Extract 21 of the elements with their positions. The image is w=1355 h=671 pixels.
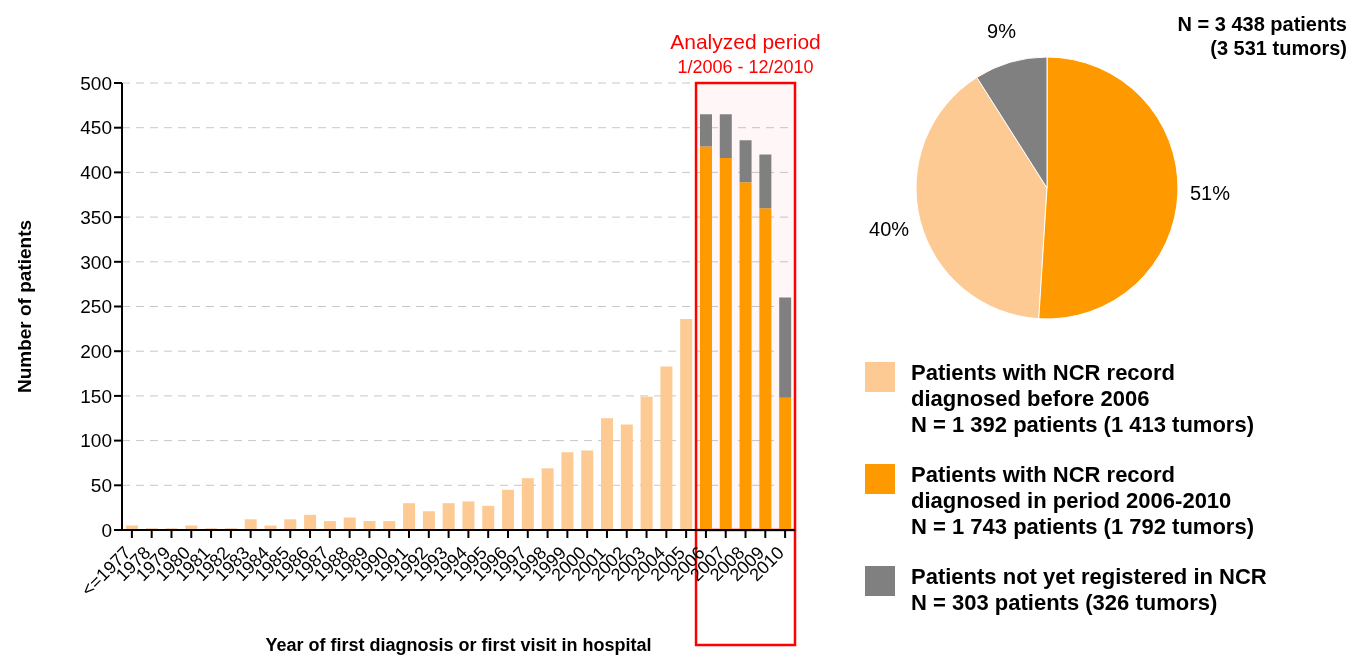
y-tick-label: 200	[80, 340, 112, 362]
legend-label: Patients with NCR record diagnosed before 2006 N = 1 392 patients (1 413 tumors)	[911, 360, 1254, 438]
y-tick-label: 50	[90, 475, 112, 497]
y-tick-label: 450	[80, 117, 112, 139]
y-tick-label: 300	[80, 251, 112, 273]
band-label: Analyzed period 1/2006 - 12/2010	[670, 30, 821, 77]
y-axis-title: Number of patients	[13, 219, 35, 394]
y-tick-label: 250	[80, 296, 112, 318]
data-label: 40%	[869, 217, 910, 240]
legend-label: Patients not yet registered in NCR N = 303 patients (326 tumors)	[911, 564, 1267, 616]
y-tick-label: 400	[80, 162, 112, 184]
chart-title: N = 3 438 patients (3 531 tumors)	[1177, 12, 1347, 60]
legend-label: Patients with NCR record diagnosed in period 2006-2010 N = 1 743 patients (1 792 tumors)	[911, 462, 1254, 540]
x-axis-title: Year of first diagnosis or first visit in hospital	[265, 634, 652, 655]
y-tick-label: 350	[80, 206, 112, 228]
data-label: 9%	[987, 20, 1017, 43]
y-tick-label: 150	[80, 385, 112, 407]
y-tick-label: 100	[80, 430, 112, 452]
y-tick-label: 500	[80, 72, 112, 94]
y-tick-label: 0	[101, 519, 112, 541]
data-label: 51%	[1189, 182, 1231, 205]
